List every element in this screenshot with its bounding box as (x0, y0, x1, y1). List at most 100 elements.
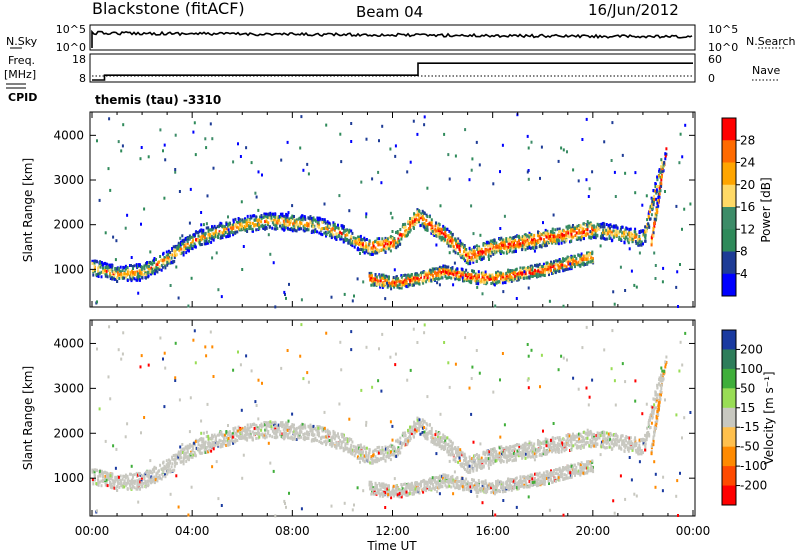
echo-cell (568, 267, 571, 271)
echo-cell (472, 276, 475, 280)
echo-cell (547, 270, 550, 274)
echo-cell (553, 268, 555, 272)
echo-cell (153, 261, 156, 265)
echo-cell (479, 233, 482, 237)
echo-cell (209, 122, 212, 126)
echo-cell (484, 270, 487, 274)
echo-cell (351, 450, 354, 454)
echo-cell (321, 441, 324, 445)
echo-cell (389, 284, 392, 288)
echo-cell (387, 279, 390, 283)
echo-cell (358, 239, 361, 242)
echo-cell (100, 270, 103, 274)
echo-cell (493, 283, 496, 287)
echo-cell (349, 447, 352, 451)
echo-cell (194, 153, 197, 157)
echo-cell (298, 434, 301, 438)
echo-cell (205, 237, 208, 241)
echo-cell (562, 257, 564, 261)
echo-cell (170, 469, 173, 473)
echo-cell (374, 481, 377, 485)
echo-cell (410, 223, 413, 227)
echo-cell (188, 249, 190, 253)
echo-cell (335, 444, 338, 448)
echo-cell (340, 160, 343, 164)
echo-cell (456, 277, 458, 281)
echo-cell (298, 425, 301, 429)
echo-cell (451, 233, 454, 237)
echo-cell (133, 264, 136, 268)
echo-cell (463, 270, 466, 274)
echo-cell (139, 263, 141, 267)
echo-cell (546, 243, 548, 247)
echo-cell (175, 461, 178, 465)
echo-cell (378, 242, 380, 246)
echo-cell (444, 275, 447, 278)
echo-cell (462, 270, 465, 274)
echo-cell (605, 223, 608, 226)
echo-cell (291, 227, 294, 231)
echo-cell (582, 227, 585, 231)
echo-cell (311, 219, 314, 222)
echo-cell (489, 274, 492, 278)
echo-cell (473, 269, 475, 273)
echo-cell (110, 482, 113, 486)
echo-cell (281, 212, 284, 216)
echo-cell (182, 462, 185, 466)
echo-cell (185, 247, 188, 250)
echo-cell (514, 235, 517, 239)
echo-cell (350, 239, 353, 243)
echo-cell (591, 259, 594, 263)
echo-cell (244, 437, 247, 441)
echo-cell (320, 441, 322, 445)
echo-cell (463, 245, 466, 249)
echo-cell (125, 273, 128, 276)
echo-cell (92, 482, 95, 486)
echo-cell (435, 234, 437, 238)
echo-cell (414, 275, 417, 279)
echo-cell (153, 469, 156, 473)
echo-cell (591, 170, 594, 174)
echo-cell (219, 222, 222, 226)
echo-cell (507, 275, 510, 279)
echo-cell (170, 260, 173, 264)
echo-cell (274, 420, 277, 424)
echo-cell (311, 229, 314, 233)
power-colorbar-label: Power [dB] (759, 177, 773, 242)
echo-cell (448, 236, 451, 240)
echo-cell (158, 265, 161, 269)
echo-cell (448, 177, 451, 181)
echo-cell (216, 225, 219, 229)
echo-cell (633, 283, 636, 287)
echo-cell (521, 275, 524, 279)
echo-cell (497, 272, 499, 276)
echo-cell (388, 490, 391, 494)
echo-cell (143, 473, 146, 477)
echo-cell (438, 274, 441, 278)
echo-cell (638, 230, 641, 233)
echo-cell (558, 233, 561, 237)
echo-cell (458, 242, 461, 246)
echo-cell (601, 234, 604, 238)
echo-cell (337, 435, 340, 439)
echo-cell (368, 448, 371, 451)
echo-cell (461, 244, 464, 248)
echo-cell (398, 283, 401, 287)
echo-cell (119, 270, 122, 274)
echo-cell (478, 249, 481, 253)
echo-cell (221, 440, 224, 443)
echo-cell (619, 227, 622, 231)
echo-cell (192, 130, 195, 134)
echo-cell (245, 433, 248, 437)
echo-cell (343, 292, 346, 296)
echo-cell (350, 243, 352, 247)
echo-cell (169, 468, 172, 472)
echo-cell (335, 225, 338, 229)
echo-cell (470, 168, 473, 172)
echo-cell (645, 194, 648, 198)
echo-cell (212, 238, 215, 242)
echo-cell (285, 223, 288, 227)
echo-cell (415, 218, 418, 222)
echo-cell (248, 217, 251, 221)
colorbar-tick-label: 24 (740, 156, 755, 170)
